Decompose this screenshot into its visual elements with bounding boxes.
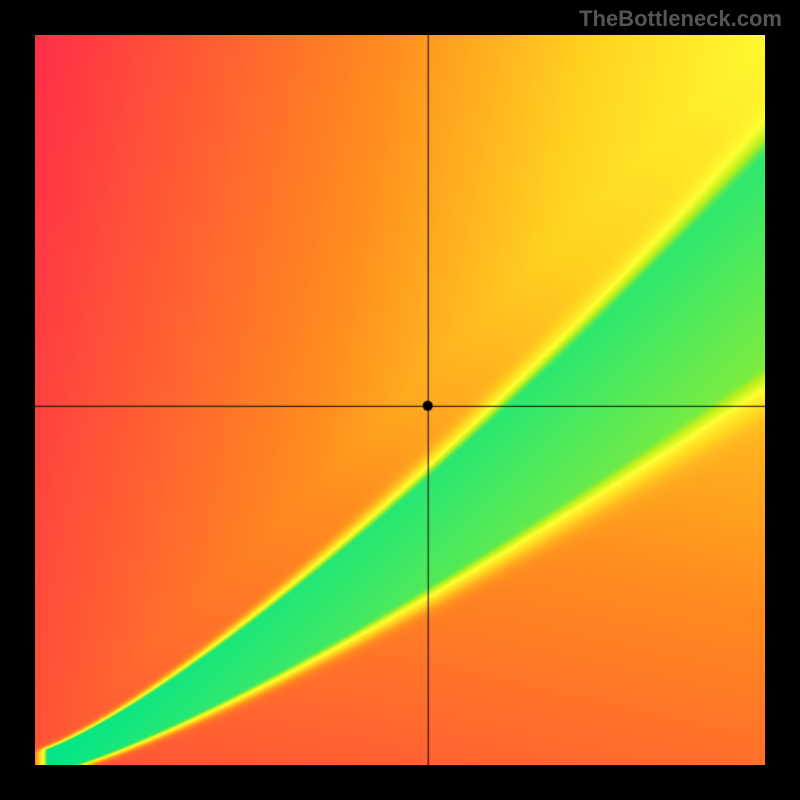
plot-area xyxy=(35,35,765,765)
heatmap-canvas xyxy=(35,35,765,765)
chart-container: TheBottleneck.com xyxy=(0,0,800,800)
watermark-text: TheBottleneck.com xyxy=(579,6,782,32)
